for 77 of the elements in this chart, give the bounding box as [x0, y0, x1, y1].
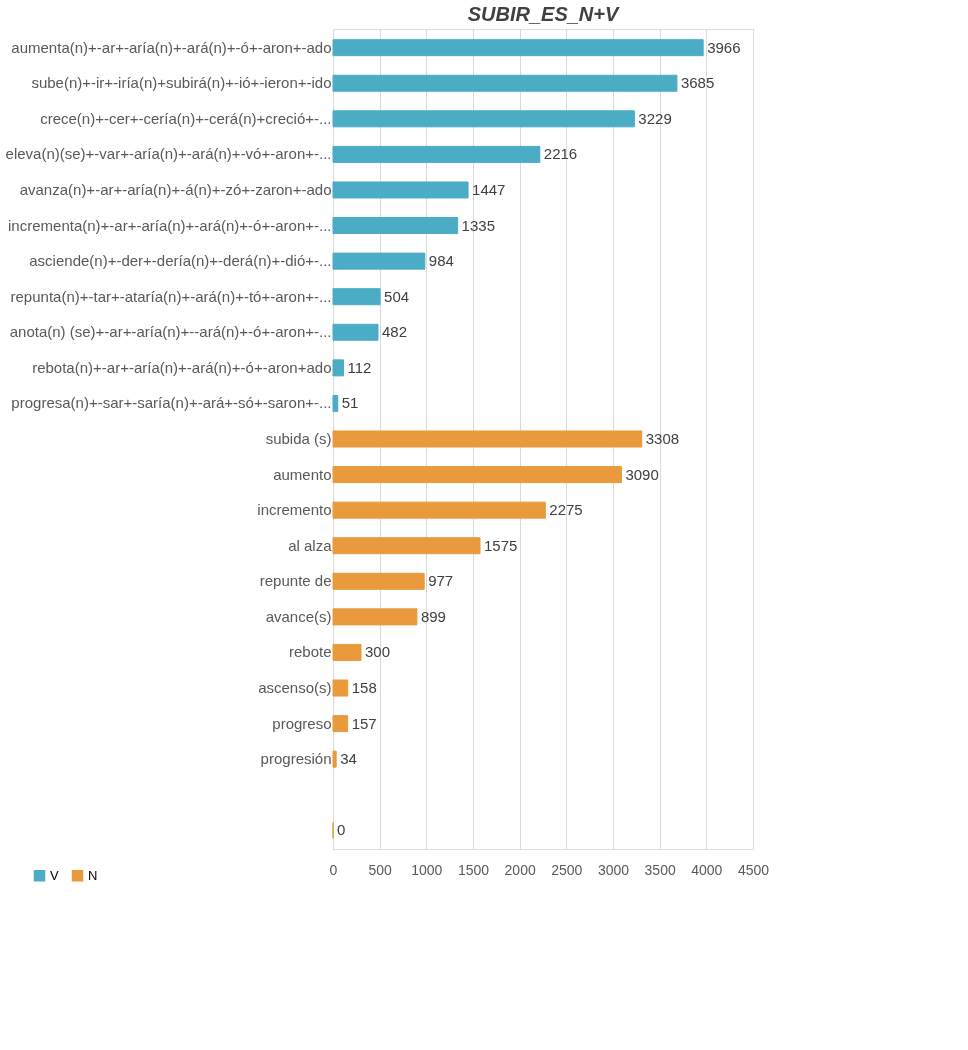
- bar: [332, 145, 541, 163]
- y-tick-label: progresión: [260, 750, 332, 768]
- x-tick-label: 1500: [457, 861, 490, 878]
- x-tick-label: 3000: [597, 861, 630, 878]
- data-label: 34: [340, 750, 357, 768]
- bar: [332, 110, 635, 128]
- data-label: 504: [384, 287, 410, 305]
- bar: [332, 501, 546, 519]
- data-label: 2275: [549, 501, 583, 519]
- y-tick-label: aumenta(n)+-ar+-aría(n)+-ará(n)+-ó+-aron+-ado: [11, 38, 332, 56]
- x-tick-label: 4500: [737, 861, 770, 878]
- y-tick-label: progresa(n)+-sar+-saría(n)+-ará+-só+-saron+-...: [11, 394, 332, 412]
- data-label: 3090: [625, 465, 659, 483]
- x-tick-label: 0: [329, 861, 338, 878]
- y-tick-label: ascenso(s): [258, 679, 332, 697]
- bar: [332, 572, 425, 590]
- data-label: 1447: [472, 180, 506, 198]
- x-tick-label: 3500: [644, 861, 676, 878]
- legend-label: N: [88, 867, 98, 883]
- data-label: 3308: [645, 430, 680, 447]
- bar: [332, 181, 469, 199]
- y-tick-label: rebote: [288, 643, 332, 661]
- bar: [332, 359, 344, 377]
- y-tick-label: asciende(n)+-der+-dería(n)+-derá(n)+-dió+-...: [29, 252, 332, 270]
- data-label: 3685: [680, 74, 715, 92]
- data-label: 300: [365, 643, 391, 661]
- bar: [332, 288, 381, 306]
- data-label: 51: [341, 394, 359, 412]
- data-label: 482: [381, 323, 408, 341]
- legend-label: V: [50, 867, 59, 883]
- bar: [332, 323, 379, 341]
- data-label: 3229: [638, 109, 672, 127]
- y-tick-label: eleva(n)(se)+-var+-aría(n)+-ará(n)+-vó+-aron+-...: [5, 145, 332, 163]
- y-tick-label: subida (s): [265, 430, 332, 447]
- bar: [332, 537, 481, 555]
- bar: [332, 430, 643, 448]
- data-label: 2216: [543, 145, 578, 163]
- data-label: 984: [428, 252, 454, 270]
- data-label: 1575: [484, 536, 518, 554]
- bar: [332, 39, 704, 57]
- bar: [332, 750, 337, 768]
- y-tick-label: crece(n)+-cer+-cería(n)+-cerá(n)+creció+-...: [40, 109, 332, 127]
- y-tick-label: avanza(n)+-ar+-aría(n)+-á(n)+-zó+-zaron+-ado: [19, 180, 332, 198]
- data-label: 1335: [461, 216, 495, 234]
- data-label: 112: [347, 358, 372, 376]
- y-tick-label: incrementa(n)+-ar+-aría(n)+-ará(n)+-ó+-aron+-...: [8, 216, 332, 234]
- bar: [332, 608, 418, 626]
- y-tick-label: al alza: [288, 536, 333, 554]
- bar: [332, 394, 339, 412]
- y-tick-label: aumento: [273, 465, 332, 483]
- x-tick-label: 4000: [691, 861, 723, 878]
- bar: [332, 715, 349, 733]
- data-label: 0: [337, 821, 346, 839]
- y-tick-label: rebota(n)+-ar+-aría(n)+-ará(n)+-ó+-aron+ado: [32, 358, 332, 376]
- data-label: 158: [351, 679, 377, 697]
- y-tick-label: incremento: [257, 501, 332, 519]
- data-label: 977: [428, 572, 454, 590]
- data-label: 3966: [707, 38, 741, 56]
- y-tick-label: repunta(n)+-tar+-ataría(n)+-ará(n)+-tó+-aron+-...: [10, 287, 332, 305]
- x-tick-label: 2000: [504, 861, 536, 878]
- y-tick-label: sube(n)+-ir+-iría(n)+subirá(n)+-ió+-ieron+-ido: [31, 74, 332, 92]
- bar: [332, 74, 678, 92]
- data-label: 899: [420, 607, 446, 625]
- x-tick-label: 1000: [411, 861, 443, 878]
- x-tick-label: 2500: [551, 861, 583, 878]
- y-tick-label: repunte de: [259, 572, 332, 590]
- y-tick-label: progreso: [272, 714, 332, 732]
- bar: [332, 217, 459, 235]
- bar: [332, 252, 426, 270]
- chart-title: SUBIR_ES_N+V: [467, 3, 620, 25]
- bar: [332, 643, 362, 661]
- data-label: 157: [351, 714, 377, 732]
- bar: [332, 466, 622, 484]
- x-tick-label: 500: [368, 861, 393, 878]
- y-tick-label: anota(n) (se)+-ar+-aría(n)+--ará(n)+-ó+-aron+-...: [9, 323, 332, 341]
- y-tick-label: avance(s): [265, 607, 332, 625]
- bar: [332, 679, 349, 697]
